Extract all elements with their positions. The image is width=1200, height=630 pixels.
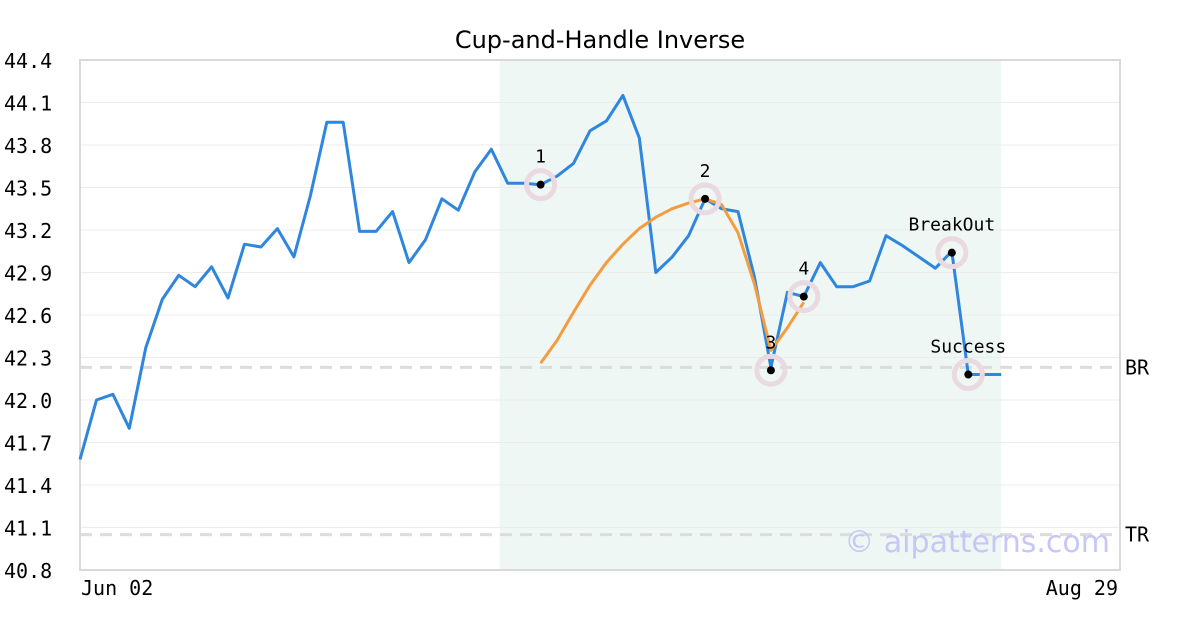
marker-label: 3 [765,332,776,353]
y-tick-label: 43.8 [4,134,52,158]
plot-frame [79,59,1121,571]
reference-line-labels: BR TR [1125,355,1150,546]
y-tick-label: 42.0 [4,389,52,413]
marker-label: BreakOut [908,215,995,236]
y-tick-label: 44.1 [4,92,52,116]
marker-label: 4 [798,259,809,280]
marker-label: Success [930,337,1006,358]
marker-dot [536,180,545,189]
x-axis-tick-labels: Jun 02 Aug 29 [81,576,1118,600]
marker-dot [964,370,973,379]
y-tick-label: 41.1 [4,517,52,541]
y-tick-label: 40.8 [4,559,52,583]
marker-dot [766,366,775,375]
reference-line-label: BR [1125,355,1150,379]
y-tick-label: 43.5 [4,177,52,201]
chart-title: Cup-and-Handle Inverse [455,26,745,54]
marker-halo [951,358,985,391]
watermark: © aipatterns.com [844,525,1110,560]
series-line [539,197,806,365]
marker-halo [787,280,821,314]
marker-halo [688,182,722,216]
x-tick-label: Aug 29 [1046,576,1118,600]
pattern-markers: 1 2 3 4 BreakOut Success [524,147,1006,391]
y-tick-label: 41.7 [4,432,52,456]
reference-line-label: TR [1125,523,1150,547]
marker-halo [754,353,788,387]
y-tick-label: 42.3 [4,347,52,371]
marker-halo [935,236,969,270]
y-axis-tick-labels: 44.4 44.1 43.8 43.5 43.2 42.9 42.6 42.3 42.0 41.7… [4,49,52,583]
marker-dot [799,292,808,301]
marker-halo [524,168,558,202]
marker-dot [947,248,956,257]
y-tick-label: 41.4 [4,474,52,498]
marker-label: 1 [535,147,546,168]
y-tick-label: 42.9 [4,262,52,286]
marker-label: 2 [700,161,711,182]
marker-dot [701,194,710,203]
y-tick-label: 43.2 [4,219,52,243]
y-tick-label: 44.4 [4,49,52,73]
y-tick-label: 42.6 [4,304,52,328]
reference-lines [80,365,1120,537]
x-tick-label: Jun 02 [81,576,153,600]
